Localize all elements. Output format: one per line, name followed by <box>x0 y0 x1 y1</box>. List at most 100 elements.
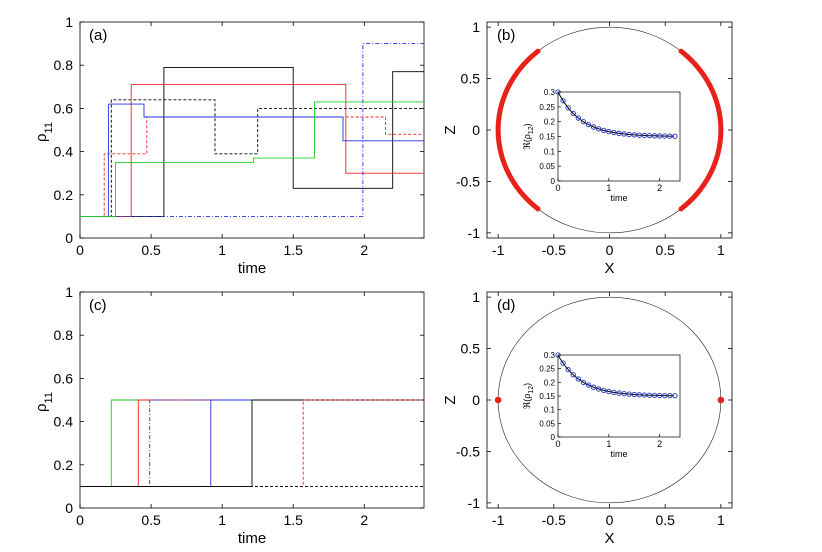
x-tick-label: -1 <box>492 512 505 528</box>
y-tick-label: 0.4 <box>54 414 74 430</box>
state-point <box>717 396 725 404</box>
inset-marker <box>611 129 617 136</box>
x-tick-label: 0 <box>76 512 84 528</box>
inset-y-tick-label: 0.15 <box>539 133 555 142</box>
y-tick-label: 0 <box>65 230 73 246</box>
y-tick-label: 0 <box>472 392 480 408</box>
panel-c: 0 0.5 1 1.5 2 0 0.2 0.4 0.6 0.8 1 time ρ11 (c) <box>33 284 425 547</box>
inset-y-axis-label-close: ) <box>522 123 532 126</box>
panel-label: (d) <box>497 297 515 314</box>
x-tick-label: 0.5 <box>141 512 161 528</box>
x-tick-label: 0.5 <box>655 512 675 528</box>
inset-x-tick-label: 0 <box>555 183 560 193</box>
panel-label: (b) <box>497 27 515 44</box>
inset-marker <box>631 132 637 138</box>
inset-marker <box>631 391 637 398</box>
y-tick-label: 1 <box>65 284 73 300</box>
x-tick-label: 0 <box>606 242 614 258</box>
inset-y-tick-label: 0.15 <box>539 392 555 401</box>
x-tick-label: 1 <box>717 242 725 258</box>
x-axis-label: X <box>604 530 614 547</box>
inset-x-tick-label: 1 <box>606 439 611 449</box>
x-axis-label: X <box>604 260 614 277</box>
inset-y-tick-label: 0.25 <box>539 103 555 112</box>
y-tick-label: 1 <box>472 19 480 35</box>
y-tick-label: -1 <box>468 225 481 241</box>
x-tick-label: 0 <box>606 512 614 528</box>
x-tick-label: -0.5 <box>542 242 566 258</box>
x-tick-label: 1 <box>218 242 226 258</box>
inset-marker <box>611 389 617 396</box>
panel-label: (c) <box>89 297 107 314</box>
inset-y-tick-label: 0 <box>551 433 556 442</box>
inset-marker <box>585 121 592 128</box>
inset-marker <box>570 110 576 117</box>
y-tick-label: 0 <box>472 122 480 138</box>
inset-marker <box>672 133 678 139</box>
inset-marker <box>651 133 658 139</box>
inset-y-tick-label: 0.2 <box>544 378 556 387</box>
inset-marker <box>662 133 668 139</box>
series-line-red-dashed <box>80 116 424 217</box>
inset-marker <box>636 392 642 398</box>
inset-y-axis-label-subscript: 12 <box>528 126 535 134</box>
inset-marker <box>641 132 648 139</box>
x-tick-label: 0.5 <box>655 242 675 258</box>
inset-marker <box>621 131 627 137</box>
inset-y-tick-label: 0.2 <box>544 118 556 127</box>
inset-marker <box>672 393 678 399</box>
inset-y-tick-label: 0.25 <box>539 365 555 374</box>
inset-marker <box>646 392 653 398</box>
series-line-black-solid <box>80 66 424 217</box>
inset-x-axis-label: time <box>610 193 627 203</box>
inset-marker <box>616 390 622 396</box>
inset-marker <box>667 133 673 139</box>
inset-y-tick-label: 0.1 <box>544 147 556 156</box>
y-axis-label: ρ11 <box>33 122 55 142</box>
panel-a: 0 0.5 1 1.5 2 0 0.2 0.4 0.6 0.8 1 time ρ11 (a) <box>33 14 425 277</box>
y-axis-label: Z <box>442 125 459 134</box>
inset-marker <box>601 127 607 134</box>
panel-label: (a) <box>89 27 107 44</box>
inset-marker <box>601 387 607 393</box>
y-tick-label: 0.5 <box>461 71 481 87</box>
y-tick-label: 0.6 <box>54 100 74 116</box>
x-axis-label: time <box>238 260 266 277</box>
inset-marker <box>575 376 581 382</box>
inset-marker <box>585 382 592 388</box>
y-tick-label: 0.4 <box>54 144 74 160</box>
inset-marker <box>662 392 668 399</box>
x-tick-label: 2 <box>360 512 368 528</box>
inset-y-tick-label: 0.3 <box>544 88 556 97</box>
inset-marker <box>636 132 642 138</box>
y-tick-label: 0.8 <box>54 57 74 73</box>
y-axis-label: ρ11 <box>33 392 55 412</box>
inset-marker <box>657 392 663 399</box>
inset-marker <box>606 128 612 135</box>
inset-marker <box>596 126 602 132</box>
series-line-blue-dashed <box>80 43 424 217</box>
inset-marker <box>560 360 566 366</box>
x-tick-label: 1 <box>218 512 226 528</box>
inset-marker <box>565 105 571 111</box>
x-axis-label: time <box>238 530 266 547</box>
x-tick-label: 0 <box>76 242 84 258</box>
y-tick-label: -1 <box>468 495 481 511</box>
x-tick-label: 0.5 <box>141 242 161 258</box>
y-tick-label: -0.5 <box>456 443 480 459</box>
series-line-blue-solid <box>80 103 424 217</box>
series-line-black-solid <box>80 399 424 487</box>
inset-y-tick-label: 0.05 <box>539 162 555 171</box>
inset-plot: 0 1 2 0 0.05 0.1 0.15 0.2 0.25 0.3 time ℜ(ρ12) <box>522 88 681 203</box>
inset-marker <box>580 119 587 125</box>
inset-x-axis-label: time <box>610 449 627 459</box>
inset-frame <box>557 91 681 182</box>
inset-marker <box>596 386 602 392</box>
inset-y-tick-label: 0 <box>551 177 556 186</box>
y-tick-label: -0.5 <box>456 173 480 189</box>
inset-y-axis-label: ℜ(ρ12) <box>522 123 535 149</box>
y-axis-label: Z <box>442 395 459 404</box>
inset-marker <box>651 392 658 399</box>
